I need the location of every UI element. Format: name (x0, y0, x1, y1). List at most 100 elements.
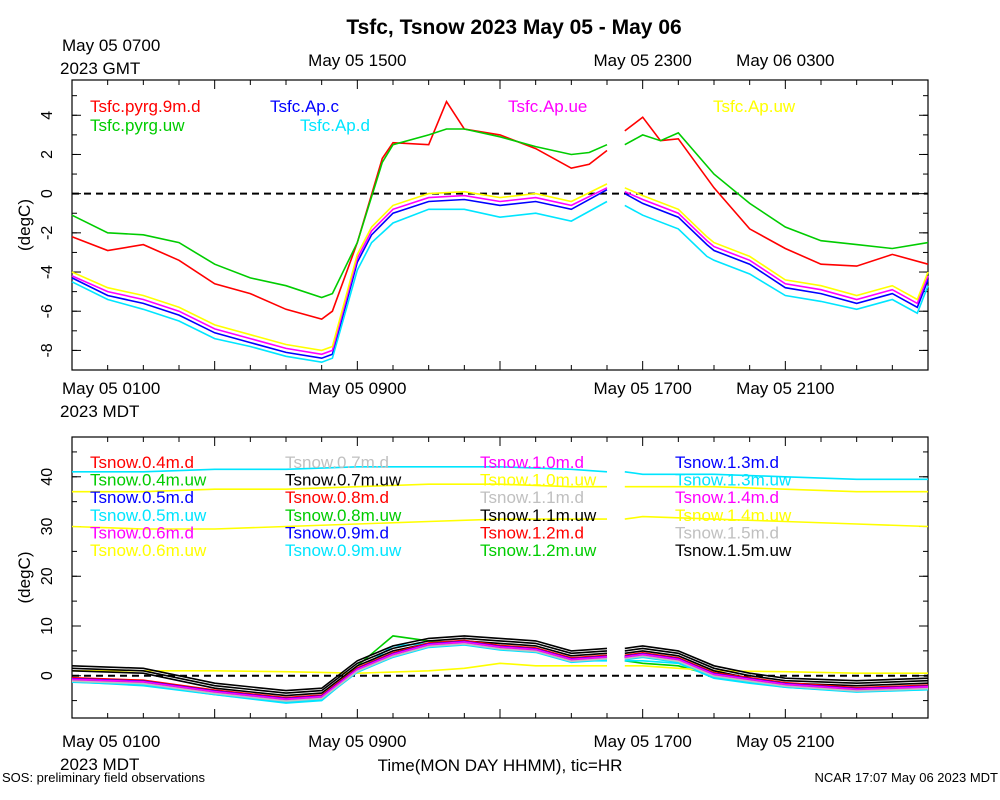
series-line (71, 640, 608, 697)
series-line (624, 471, 928, 481)
series-line (624, 192, 929, 309)
series-line (71, 200, 608, 364)
series-line (71, 644, 608, 703)
gmt-tick-label: May 05 2300 (594, 51, 692, 70)
legend-entry: Tsnow.1.3m.d (675, 453, 779, 472)
y-tick-label: -8 (39, 343, 56, 357)
mdt-bottom-tick-label: May 05 1700 (594, 732, 692, 751)
gmt-tick-label: May 05 0700 (62, 36, 160, 55)
legend-entry: Tsfc.pyrg.9m.d (90, 97, 201, 116)
legend-entry: Tsnow.0.4m.uw (90, 471, 207, 490)
legend-entry: Tsnow.1.5m.uw (675, 541, 792, 560)
series-line (72, 483, 607, 493)
legend-entry: Tsnow.1.4m.d (675, 488, 779, 507)
panel-2: 0 10 20 30 40 (degC) Tsnow.0.4m.dTsnow.0.4m.uw… (15, 436, 929, 719)
mdt-top-tick-label: May 05 0100 (62, 379, 160, 398)
series-line (624, 204, 929, 315)
series-line (71, 187, 608, 356)
y-tick-label: 30 (39, 518, 56, 536)
y-tick-label: 40 (39, 468, 56, 486)
gmt-tick-label: May 06 0300 (736, 51, 834, 70)
legend-entry: Tsnow.0.6m.uw (90, 541, 207, 560)
series-line (624, 131, 929, 250)
footer-right-note: NCAR 17:07 May 06 2023 MDT (814, 770, 998, 785)
series-line (71, 642, 608, 701)
series-line (624, 116, 929, 267)
legend-entry: Tsnow.1.4m.uw (675, 506, 792, 525)
legend-entry: Tsnow.0.4m.d (90, 453, 194, 472)
series-line (71, 188, 608, 360)
series-line (624, 485, 928, 493)
legend-entry: Tsnow.1.0m.uw (480, 471, 597, 490)
legend-entry: Tsfc.Ap.c (270, 97, 339, 116)
mdt-bottom-tick-label: May 05 0100 (62, 732, 160, 751)
series-line (71, 643, 608, 702)
footer-left-note: SOS: preliminary field observations (2, 770, 206, 785)
chart-panels: May 05 0700 2023 GMT May 05 1500 May 05 230… (15, 36, 929, 774)
series-line (72, 662, 607, 675)
mdt-top-tick-label: May 05 0900 (308, 379, 406, 398)
gmt-tick-sublabel: 2023 GMT (60, 59, 140, 78)
y-tick-label: 0 (39, 671, 56, 680)
series-line (624, 655, 929, 692)
y-axis-label: (degC) (15, 552, 34, 604)
legend-entry: Tsnow.1.2m.d (480, 523, 584, 542)
y-tick-label: 0 (39, 189, 56, 198)
series-line (71, 183, 608, 352)
y-tick-label: 4 (39, 111, 56, 120)
series-line (624, 665, 928, 674)
series-line (71, 639, 608, 699)
x-axis-label: Time(MON DAY HHMM), tic=HR (378, 756, 623, 775)
y-tick-label: -6 (39, 304, 56, 318)
legend-entry: Tsnow.0.9m.d (285, 523, 389, 542)
mdt-top-tick-label: May 05 1700 (594, 379, 692, 398)
mdt-bottom-tick-sublabel: 2023 MDT (60, 755, 139, 774)
legend-entry: Tsnow.0.8m.uw (285, 506, 402, 525)
legend-entry: Tsnow.1.2m.uw (480, 541, 597, 560)
chart-title: Tsfc, Tsnow 2023 May 05 - May 06 (346, 16, 681, 39)
mdt-top-tick-sublabel: 2023 MDT (60, 402, 139, 421)
mdt-bottom-tick-label: May 05 0900 (308, 732, 406, 751)
series-line (71, 128, 608, 299)
series-line (71, 641, 608, 700)
legend-entry: Tsnow.0.5m.uw (90, 506, 207, 525)
legend-entry: Tsnow.1.1m.uw (480, 506, 597, 525)
series-line (624, 653, 929, 691)
mdt-bottom-tick-label: May 05 2100 (736, 732, 834, 751)
legend-entry: Tsnow.0.7m.uw (285, 471, 402, 490)
series-line (624, 654, 929, 691)
legend-entry: Tsnow.0.5m.d (90, 488, 194, 507)
legend-entry: Tsnow.0.7m.d (285, 453, 389, 472)
legend-entry: Tsfc.Ap.ue (508, 97, 587, 116)
y-tick-label: 2 (39, 150, 56, 159)
legend-entry: Tsfc.Ap.uw (713, 97, 796, 116)
y-tick-label: 20 (39, 567, 56, 585)
series-line (624, 645, 929, 682)
panel-1: -8 -6 -4 -2 0 2 4 (degC) Tsfc.pyrg.9m.dTsfc.pyrg… (15, 79, 929, 371)
legend-entry: Tsnow.0.8m.d (285, 488, 389, 507)
y-tick-label: -4 (39, 265, 56, 279)
legend-entry: Tsfc.Ap.d (300, 116, 370, 135)
y-tick-label: 10 (39, 617, 56, 635)
series-line (624, 647, 929, 685)
legend-entry: Tsnow.1.3m.uw (675, 471, 792, 490)
series-line (71, 637, 608, 694)
series-line (71, 635, 608, 692)
series-line (72, 466, 608, 473)
legend-entry: Tsnow.0.9m.uw (285, 541, 402, 560)
legend-entry: Tsnow.1.0m.d (480, 453, 584, 472)
series-line (624, 651, 929, 689)
legend-entry: Tsfc.pyrg.uw (90, 116, 185, 135)
series-line (624, 515, 929, 528)
series-line (624, 187, 929, 301)
series-line (624, 656, 929, 693)
legend-entry: Tsnow.1.1m.d (480, 488, 584, 507)
legend-entry: Tsnow.0.6m.d (90, 523, 194, 542)
series-line (71, 518, 607, 530)
mdt-top-tick-label: May 05 2100 (736, 379, 834, 398)
y-tick-label: -2 (39, 226, 56, 240)
series-line (624, 190, 929, 305)
y-axis-label: (degC) (15, 199, 34, 251)
legend-entry: Tsnow.1.5m.d (675, 523, 779, 542)
